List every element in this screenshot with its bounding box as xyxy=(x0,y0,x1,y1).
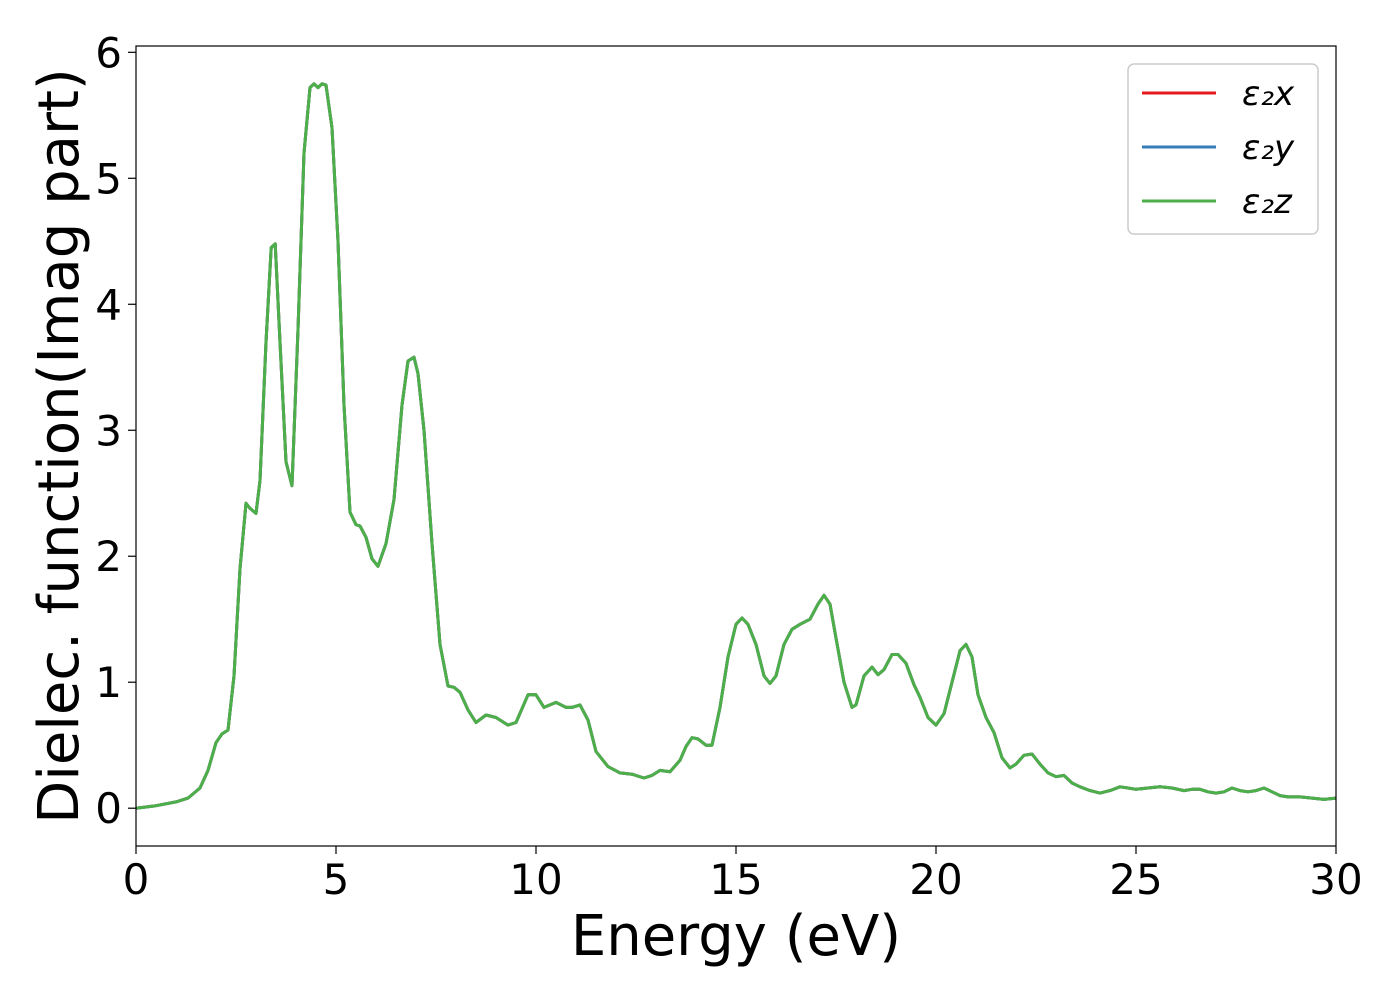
y-axis: 0 1 2 3 4 5 6 xyxy=(95,28,136,833)
x-tick-label: 10 xyxy=(509,855,562,904)
legend-label-1: ε₂x xyxy=(1242,74,1295,114)
x-axis: 0 5 10 15 20 25 30 xyxy=(123,846,1363,904)
legend-label-2: ε₂y xyxy=(1242,128,1295,168)
y-tick-label: 3 xyxy=(95,406,122,455)
series-layer xyxy=(135,82,1337,810)
y-tick-label: 2 xyxy=(95,532,122,581)
x-tick-label: 30 xyxy=(1309,855,1362,904)
y-tick-label: 4 xyxy=(95,280,122,329)
y-axis-label: Dielec. function(Imag part) xyxy=(27,68,92,824)
x-tick-label: 0 xyxy=(123,855,150,904)
x-tick-label: 25 xyxy=(1109,855,1162,904)
y-tick-label: 0 xyxy=(95,784,122,833)
x-tick-label: 20 xyxy=(909,855,962,904)
legend-label-3: ε₂z xyxy=(1242,182,1293,222)
x-tick-label: 15 xyxy=(709,855,762,904)
x-axis-label: Energy (eV) xyxy=(571,904,901,969)
legend-frame xyxy=(1127,63,1319,235)
y-tick-label: 1 xyxy=(95,658,122,707)
x-tick-label: 5 xyxy=(323,855,350,904)
y-tick-label: 5 xyxy=(95,154,122,203)
series-line-3 xyxy=(135,82,1337,810)
y-tick-label: 6 xyxy=(95,28,122,77)
legend: ε₂x ε₂y ε₂z xyxy=(1127,63,1319,235)
